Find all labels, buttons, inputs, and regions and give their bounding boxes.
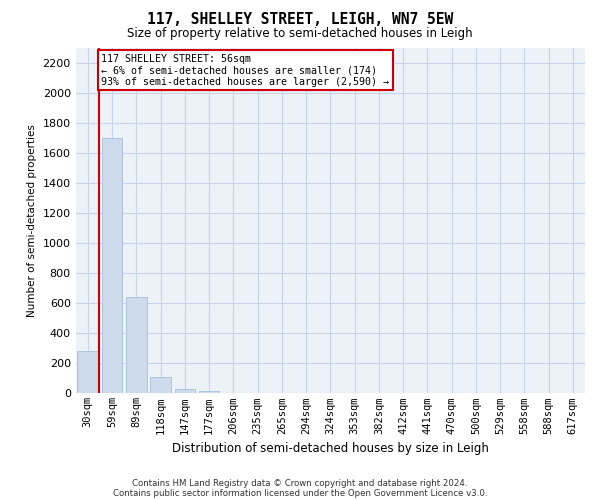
Bar <box>150 377 171 394</box>
Text: Contains HM Land Registry data © Crown copyright and database right 2024.: Contains HM Land Registry data © Crown c… <box>132 478 468 488</box>
Y-axis label: Number of semi-detached properties: Number of semi-detached properties <box>27 124 37 317</box>
Text: Size of property relative to semi-detached houses in Leigh: Size of property relative to semi-detach… <box>127 28 473 40</box>
Text: Contains public sector information licensed under the Open Government Licence v3: Contains public sector information licen… <box>113 488 487 498</box>
X-axis label: Distribution of semi-detached houses by size in Leigh: Distribution of semi-detached houses by … <box>172 442 489 455</box>
Text: 117 SHELLEY STREET: 56sqm
← 6% of semi-detached houses are smaller (174)
93% of : 117 SHELLEY STREET: 56sqm ← 6% of semi-d… <box>101 54 389 86</box>
Bar <box>199 391 220 394</box>
Bar <box>102 138 122 394</box>
Bar <box>77 352 98 394</box>
Bar <box>175 389 195 394</box>
Bar <box>223 392 244 394</box>
Text: 117, SHELLEY STREET, LEIGH, WN7 5EW: 117, SHELLEY STREET, LEIGH, WN7 5EW <box>147 12 453 28</box>
Bar <box>126 297 146 394</box>
